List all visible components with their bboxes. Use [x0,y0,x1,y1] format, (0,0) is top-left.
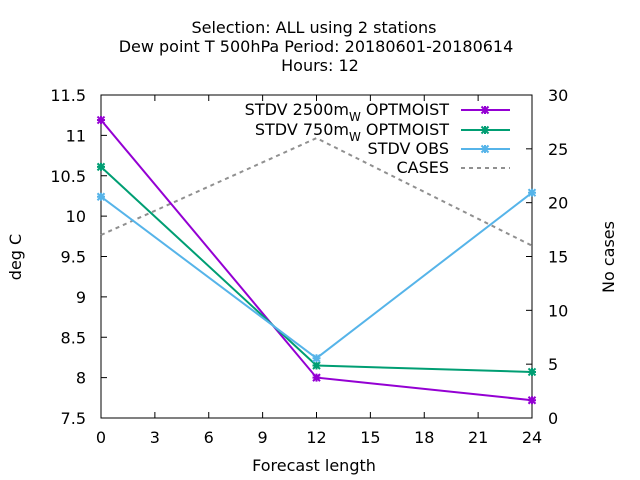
y2-tick-label: 20 [548,194,568,213]
chart-title-line-1: Selection: ALL using 2 stations [191,18,436,37]
y2-tick-label: 10 [548,301,568,320]
chart-title: Selection: ALL using 2 stations Dew poin… [119,18,514,75]
y2-tick-label: 15 [548,248,568,267]
series-0 [96,115,537,405]
series-2 [96,188,537,363]
y-tick-label: 11 [66,126,86,145]
y2-tick-label: 30 [548,86,568,105]
y-tick-label: 10.5 [50,167,86,186]
legend-marker [480,144,490,154]
legend-label: CASES [396,158,449,177]
chart-title-line-2: Dew point T 500hPa Period: 20180601-2018… [119,37,514,56]
data-point [96,162,106,172]
x-tick-label: 18 [414,428,434,447]
x-tick-label: 9 [258,428,268,447]
series-layer [96,115,537,405]
y-tick-label: 9.5 [61,248,86,267]
y-tick-label: 8 [76,369,86,388]
legend-item: CASES [396,158,510,177]
legend-marker [480,125,490,135]
x-tick-label: 12 [306,428,326,447]
chart-title-line-3: Hours: 12 [281,56,359,75]
y2-tick-label: 0 [548,409,558,428]
legend-label: STDV 2500mW OPTMOIST [245,100,450,124]
data-point [96,192,106,201]
x-tick-label: 6 [204,428,214,447]
legend-label-suffix: OPTMOIST [361,120,449,139]
y2-tick-label: 25 [548,140,568,159]
data-point [527,188,537,197]
x-tick-label: 24 [522,428,542,447]
data-point [527,367,537,377]
series-line [100,191,533,360]
x-axis-label: Forecast length [252,456,376,475]
y2-tick-label: 5 [548,355,558,374]
legend-label-subscript: W [349,130,361,144]
legend-marker [480,105,490,115]
legend-label: STDV OBS [368,139,449,158]
legend-item: STDV 750mW OPTMOIST [255,120,510,144]
x-tick-label: 15 [360,428,380,447]
legend-label-name: CASES [396,158,449,177]
legend-label-name: STDV OBS [368,139,449,158]
series-line [100,136,533,247]
data-point [312,354,321,363]
y-tick-label: 9 [76,288,86,307]
legend-label: STDV 750mW OPTMOIST [255,120,449,144]
x-tick-label: 0 [96,428,106,447]
legend-label-subscript: W [349,110,361,124]
data-point [96,115,106,125]
y-tick-label: 8.5 [61,328,86,347]
legend-label-name: STDV 750m [255,120,349,139]
x-tick-label: 21 [468,428,488,447]
y-axis-label: deg C [6,234,25,280]
legend-item: STDV OBS [368,139,510,158]
legend-item: STDV 2500mW OPTMOIST [245,100,510,124]
data-point [527,396,537,405]
series-1 [96,162,537,377]
data-point [312,373,321,382]
y2-axis-label: No cases [599,221,618,293]
axis-ticks: 0 3 6 9 12 15 18 21 24 7.5 8 8.5 9 9.5 10 10.5 11 11.5 0 5 1… [50,86,568,447]
legend-label-suffix: OPTMOIST [361,100,449,119]
legend-label-name: STDV 2500m [245,100,349,119]
series-3 [100,136,533,247]
data-point [312,361,321,370]
y-tick-label: 7.5 [61,409,86,428]
y-tick-label: 11.5 [50,86,86,105]
y-tick-label: 10 [66,207,86,226]
x-tick-label: 3 [150,428,160,447]
